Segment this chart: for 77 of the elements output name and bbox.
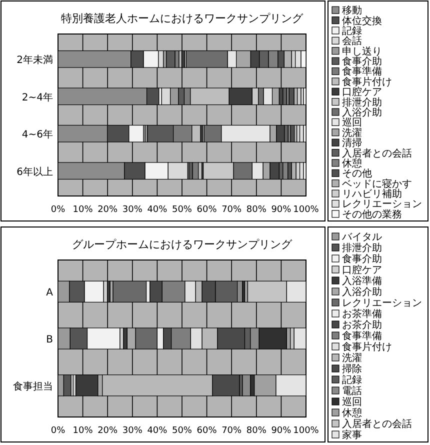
legend-label: 排泄介助 bbox=[342, 96, 382, 108]
legend-label: レクリエーション bbox=[342, 298, 422, 309]
legend-label: 食事介助 bbox=[342, 253, 382, 265]
legend-label: 入浴介助 bbox=[342, 286, 382, 298]
x-tick-label: 50% bbox=[172, 205, 192, 215]
legend-label: 申し送り bbox=[342, 45, 382, 58]
legend-label: 巡回 bbox=[342, 116, 362, 129]
legend-label: 家事 bbox=[342, 429, 362, 441]
legend-label: 洗濯 bbox=[342, 352, 362, 364]
legend-label: 入居者との会話 bbox=[342, 147, 412, 160]
x-tick-label: 90% bbox=[271, 426, 292, 436]
x-tick-label: 20% bbox=[98, 205, 118, 215]
x-tick-label: 100% bbox=[293, 205, 320, 215]
legend-label: リハビリ補助 bbox=[342, 188, 402, 200]
legend-label: 掃除 bbox=[342, 363, 362, 375]
x-tick-label: 80% bbox=[246, 205, 267, 215]
legend-label: 電話 bbox=[342, 385, 362, 397]
y-tick-label: 2年未満 bbox=[16, 54, 53, 66]
legend-label: ベッドに寝かす bbox=[342, 178, 412, 190]
legend-label: 洗濯 bbox=[342, 126, 362, 139]
x-tick-label: 60% bbox=[196, 426, 218, 436]
x-tick-label: 40% bbox=[147, 205, 168, 215]
bar bbox=[178, 50, 182, 68]
legend-label: 体位交換 bbox=[342, 14, 382, 27]
legend-label: 口腔ケア bbox=[342, 264, 382, 276]
x-tick-label: 40% bbox=[147, 426, 168, 436]
x-tick-label: 70% bbox=[222, 205, 242, 215]
legend-label: 移動 bbox=[342, 4, 362, 17]
legend-label: 食事準備 bbox=[342, 66, 382, 78]
legend-label: 入浴介助 bbox=[342, 106, 382, 118]
x-tick-label: 50% bbox=[172, 426, 192, 436]
legend-label: 会話 bbox=[342, 35, 362, 48]
y-tick-label: 食事担当 bbox=[13, 380, 53, 392]
legend-label: 口腔ケア bbox=[342, 86, 382, 98]
legend-label: 休憩 bbox=[342, 407, 362, 419]
chart-title: 特別養護老人ホームにおけるワークサンプリング bbox=[61, 12, 304, 25]
legend-label: 記録 bbox=[342, 24, 362, 37]
x-tick-label: 20% bbox=[98, 426, 118, 436]
legend-label: お茶準備 bbox=[342, 308, 382, 320]
legend-label: 記録 bbox=[342, 374, 362, 386]
chart-title: グループホームにおけるワークサンプリング bbox=[72, 238, 293, 251]
x-tick-label: 30% bbox=[122, 205, 143, 215]
y-tick-label: 2~4年 bbox=[22, 91, 53, 104]
x-tick-label: 60% bbox=[196, 205, 218, 215]
legend-label: 休憩 bbox=[342, 157, 362, 170]
legend-label: 清掃 bbox=[342, 137, 362, 150]
legend-label: 入居者との会話 bbox=[342, 418, 412, 430]
y-tick-label: 4~6年 bbox=[22, 128, 53, 141]
x-tick-label: 10% bbox=[72, 205, 94, 215]
legend-label: その他 bbox=[342, 168, 372, 180]
x-tick-label: 10% bbox=[72, 426, 94, 436]
legend-label: 食事準備 bbox=[342, 330, 382, 342]
x-tick-label: 0% bbox=[50, 205, 66, 215]
legend-label: バイタル bbox=[341, 232, 382, 243]
legend-label: 食事片付け bbox=[342, 341, 392, 353]
legend-label: 入浴準備 bbox=[342, 275, 382, 287]
y-tick-label: 6年以上 bbox=[16, 166, 53, 178]
legend-label: レクリエーション bbox=[342, 199, 422, 210]
x-tick-label: 0% bbox=[50, 426, 66, 436]
bar bbox=[242, 374, 251, 396]
bar bbox=[288, 88, 294, 106]
bar bbox=[282, 88, 287, 106]
x-tick-label: 70% bbox=[222, 426, 242, 436]
x-tick-label: 90% bbox=[271, 205, 292, 215]
legend-label: お茶介助 bbox=[342, 319, 382, 331]
bar bbox=[166, 50, 176, 68]
bar bbox=[291, 162, 296, 180]
x-tick-label: 100% bbox=[293, 426, 320, 436]
y-tick-label: B bbox=[46, 334, 54, 346]
x-tick-label: 80% bbox=[246, 426, 267, 436]
legend-label: 食事片付け bbox=[342, 76, 392, 88]
x-tick-label: 30% bbox=[122, 426, 143, 436]
legend-label: 巡回 bbox=[342, 396, 362, 408]
legend-label: その他の業務 bbox=[342, 208, 402, 220]
bar bbox=[282, 162, 288, 180]
y-tick-label: A bbox=[46, 288, 54, 299]
legend-label: 排泄介助 bbox=[342, 242, 382, 254]
